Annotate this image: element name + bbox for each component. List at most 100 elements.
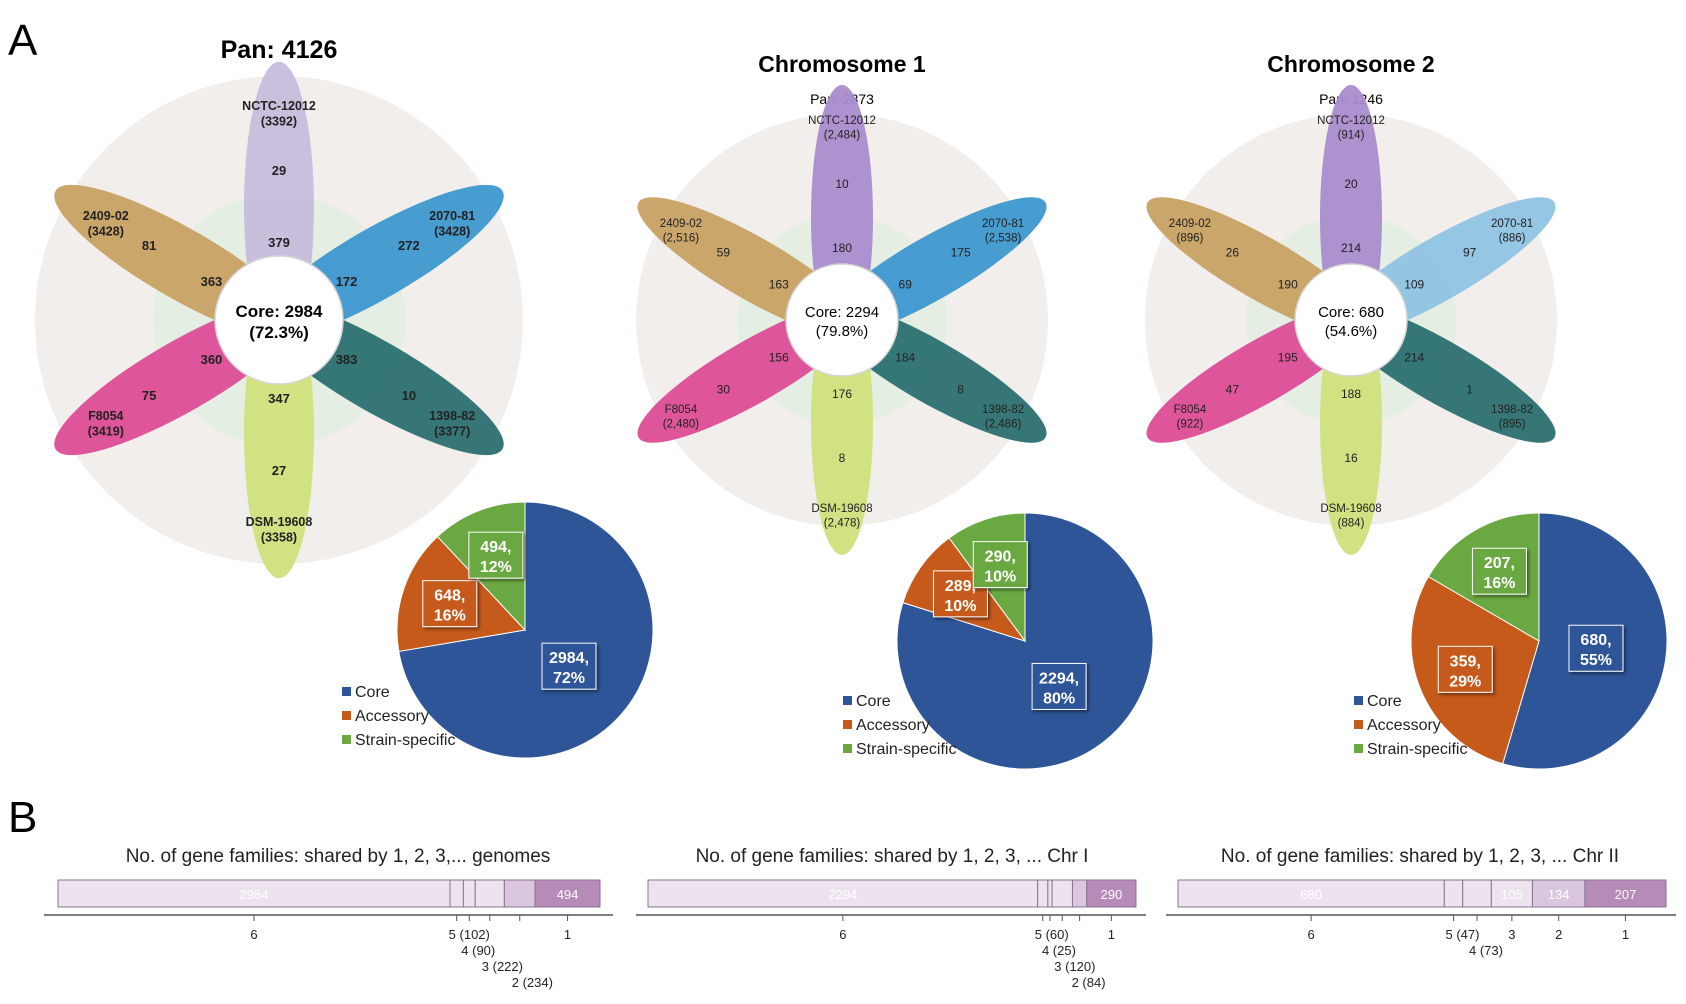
petal-outer-value: 10 <box>402 388 416 403</box>
pie-data-label: 2294, 80% <box>1031 662 1087 710</box>
bar-segment <box>1462 879 1492 908</box>
bar-segment <box>1531 879 1586 908</box>
legend-swatch <box>342 711 351 720</box>
core-percent: (54.6%) <box>1325 323 1378 340</box>
bar-tick-label: 5 (47) <box>1446 927 1480 942</box>
pie-legend: Core Accessory Strain-specific <box>342 684 455 749</box>
pie-label-value: 2294, <box>1039 670 1079 687</box>
pie-label-box <box>422 580 478 628</box>
petal-inner-value: 190 <box>1278 278 1298 292</box>
petal-outer-value: 29 <box>272 163 286 178</box>
bar-segment-label: 134 <box>1548 887 1570 902</box>
strain-name: 2070-81 <box>429 209 475 223</box>
bar-tick-label: 6 <box>1308 927 1315 942</box>
bar-segment-label: 207 <box>1615 887 1637 902</box>
strain-count: (2,480) <box>663 419 700 431</box>
pie-label-box <box>541 642 597 690</box>
strain-count: (2,478) <box>824 518 861 530</box>
pie-label-percent: 80% <box>1043 690 1075 707</box>
petal-outer-value: 10 <box>835 177 849 191</box>
flower-diagrams: Pan: 4126 379 29 NCTC-12012 (3392) 172 272 2070… <box>35 36 1557 579</box>
bar-segment-label: 2984 <box>240 887 269 902</box>
strain-count: (3358) <box>261 531 297 545</box>
bar-segment <box>1584 879 1667 908</box>
pie-label-value: 2984, <box>549 650 589 667</box>
core-percent: (72.3%) <box>249 323 309 342</box>
petal-outer-value: 75 <box>142 388 156 403</box>
strain-name: F8054 <box>88 409 123 423</box>
strain-count: (884) <box>1338 518 1365 530</box>
strain-name: NCTC-12012 <box>1317 115 1385 127</box>
pie-label-value: 494, <box>480 539 511 556</box>
pie-label-percent: 29% <box>1449 673 1481 690</box>
bar-tick-label: 2 <box>1555 927 1562 942</box>
petal-outer-value: 8 <box>957 383 964 397</box>
bar-segment-label: 2294 <box>828 887 857 902</box>
bar-chart-title: No. of gene families: shared by 1, 2, 3,… <box>696 846 1089 867</box>
pie-data-label: 494, 12% <box>468 531 524 579</box>
strain-name: DSM-19608 <box>246 515 313 529</box>
bar-segment <box>1086 879 1137 908</box>
strain-count: (3419) <box>88 425 124 439</box>
petal-outer-value: 47 <box>1226 383 1240 397</box>
strain-count: (3428) <box>434 225 470 239</box>
pie-data-label: 359, 29% <box>1437 645 1493 693</box>
core-circle <box>214 255 344 385</box>
strain-name: F8054 <box>1174 404 1207 416</box>
pie-label-percent: 16% <box>1483 575 1515 592</box>
bar-segment-label: 494 <box>557 887 579 902</box>
legend-swatch <box>342 687 351 696</box>
pie-data-label: 2984, 72% <box>541 642 597 690</box>
pie-label-value: 359, <box>1450 653 1481 670</box>
pie-label-box <box>1031 662 1087 710</box>
strain-count: (2,484) <box>824 130 861 142</box>
pie-label-box <box>972 541 1028 589</box>
pie-label-percent: 55% <box>1580 652 1612 669</box>
bar-segment <box>1037 879 1049 908</box>
legend-label: Core <box>1367 693 1402 710</box>
legend-label: Strain-specific <box>355 732 455 749</box>
petal-outer-value: 27 <box>272 463 286 478</box>
legend-swatch <box>843 720 852 729</box>
bar-segment <box>57 879 451 908</box>
petal-inner-value: 163 <box>769 278 789 292</box>
pie-label-value: 680, <box>1580 632 1611 649</box>
bar-tick-label: 2 (234) <box>512 975 553 990</box>
strain-name: NCTC-12012 <box>242 99 316 113</box>
bar-segment-label: 680 <box>1300 887 1322 902</box>
petal-outer-value: 30 <box>717 383 731 397</box>
legend-swatch <box>1354 720 1363 729</box>
core-count: Core: 680 <box>1318 304 1384 321</box>
flower-diagram: Chromosome 2Pan: 124621420NCTC-12012(914… <box>1145 51 1557 555</box>
pie-chart: 680, 55% 359, 29% 207, 16% Core Accessory Strain… <box>1354 512 1668 770</box>
bar-segment <box>1443 879 1464 908</box>
pie-slice-core <box>896 512 1154 770</box>
bar-segment <box>1047 879 1053 908</box>
petal-outer-value: 272 <box>398 238 420 253</box>
petal-inner-value: 347 <box>268 391 290 406</box>
petal-inner-value: 69 <box>899 278 913 292</box>
core-count: Core: 2984 <box>236 302 323 321</box>
bar-tick-label: 1 <box>1108 927 1115 942</box>
bar-tick-label: 2 (84) <box>1072 975 1106 990</box>
panel-label-b: B <box>8 793 37 842</box>
legend-swatch <box>1354 744 1363 753</box>
pie-slice-core <box>398 501 654 759</box>
legend-label: Strain-specific <box>1367 741 1467 758</box>
bar-chart-title: No. of gene families: shared by 1, 2, 3,… <box>1221 846 1619 867</box>
bar-segment-label: 290 <box>1101 887 1123 902</box>
core-circle <box>1294 263 1408 377</box>
strain-name: F8054 <box>665 404 698 416</box>
pie-data-label: 207, 16% <box>1471 547 1527 595</box>
petal-outer-value: 8 <box>839 451 846 465</box>
shared-bar-chart: No. of gene families: shared by 1, 2, 3,… <box>44 846 613 990</box>
pie-label-box <box>1471 547 1527 595</box>
panel-label-a: A <box>8 16 38 65</box>
bar-tick-label: 3 (120) <box>1054 959 1095 974</box>
strain-name: 2070-81 <box>1491 218 1533 230</box>
core-percent: (79.8%) <box>816 323 869 340</box>
bar-tick-label: 5 (102) <box>449 927 490 942</box>
strain-name: DSM-19608 <box>811 503 872 515</box>
petal-outer-value: 81 <box>142 238 156 253</box>
